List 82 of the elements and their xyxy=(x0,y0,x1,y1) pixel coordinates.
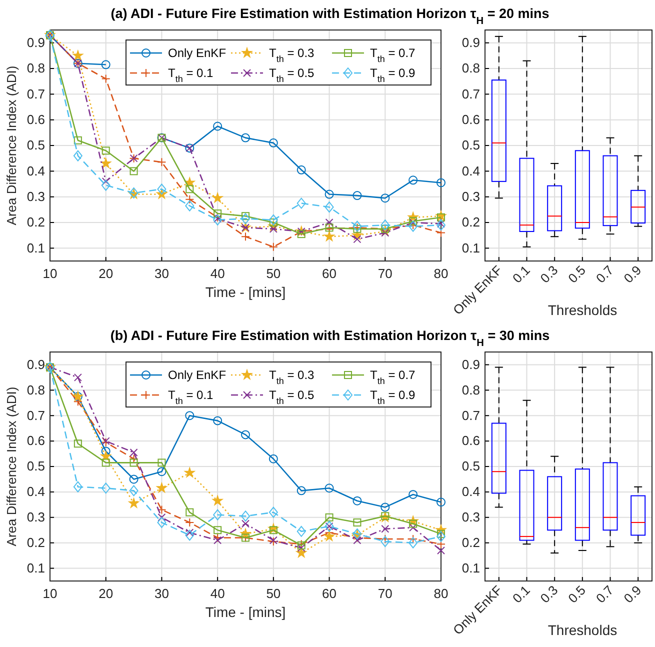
x-tick-label: 70 xyxy=(378,586,392,602)
x-tick-label: 40 xyxy=(210,266,225,282)
x-tick-label: 30 xyxy=(154,266,169,282)
y-tick-label: 0.6 xyxy=(462,433,480,448)
y-tick-label: 0.3 xyxy=(26,188,45,204)
x-tick-label: 80 xyxy=(434,266,448,282)
y-tick-label: 0.9 xyxy=(26,34,45,50)
legend-label: T$_{th}$ = 0.9 xyxy=(370,388,416,406)
y-tick-label: 0.2 xyxy=(462,214,480,230)
x-tick-label: 50 xyxy=(266,586,281,602)
y-tick-label: 0.4 xyxy=(462,163,480,178)
y-axis-title: Area Difference Index (ADI) xyxy=(4,66,19,226)
y-tick-label: 0.4 xyxy=(462,484,480,500)
chart-title: (a) ADI - Future Fire Estimation with Estimation Horizon τ$_{H}$ = 20 mins xyxy=(110,6,550,26)
y-tick-label: 0.8 xyxy=(26,60,45,76)
y-tick-label: 0.6 xyxy=(26,112,45,127)
x-tick-label: 30 xyxy=(154,586,169,602)
legend-label: T$_{th}$ = 0.3 xyxy=(269,46,315,64)
legend-label: T$_{th}$ = 0.9 xyxy=(370,66,416,84)
y-tick-label: 0.1 xyxy=(26,560,45,576)
y-tick-label: 0.6 xyxy=(462,112,480,127)
x-tick-label: 0.3 xyxy=(537,262,561,286)
legend-label: T$_{th}$ = 0.5 xyxy=(269,388,315,406)
y-tick-label: 0.3 xyxy=(462,510,480,525)
legend-label: T$_{th}$ = 0.7 xyxy=(370,368,416,386)
y-tick-label: 0.8 xyxy=(462,60,480,76)
x-tick-label: 20 xyxy=(98,266,114,282)
y-tick-label: 0.5 xyxy=(26,138,45,153)
x-tick-label: 0.1 xyxy=(509,582,533,606)
x-axis-title: Time - [mins] xyxy=(205,604,286,620)
y-tick-label: 0.7 xyxy=(462,408,480,423)
chart-title: (b) ADI - Future Fire Estimation with Estimation Horizon τ$_{H}$ = 30 mins xyxy=(110,328,550,348)
x-tick-label: 60 xyxy=(322,266,337,282)
legend-label: T$_{th}$ = 0.3 xyxy=(269,368,315,386)
y-tick-label: 0.7 xyxy=(26,86,45,102)
x-tick-label: 0.9 xyxy=(620,262,644,286)
x-tick-label: 0.5 xyxy=(565,262,589,286)
y-tick-label: 0.1 xyxy=(462,240,480,256)
y-tick-label: 0.3 xyxy=(26,510,45,525)
y-tick-label: 0.2 xyxy=(462,534,480,550)
y-tick-label: 0.2 xyxy=(26,534,45,550)
y-tick-label: 0.9 xyxy=(26,356,45,372)
y-tick-label: 0.2 xyxy=(26,214,45,230)
y-tick-label: 0.4 xyxy=(26,484,45,500)
y-tick-label: 0.8 xyxy=(26,382,45,398)
x-tick-label: 0.7 xyxy=(592,262,616,286)
x-axis-title: Thresholds xyxy=(548,622,618,638)
x-tick-label: 0.5 xyxy=(565,582,589,606)
y-tick-label: 0.4 xyxy=(26,163,45,178)
y-tick-label: 0.6 xyxy=(26,433,45,448)
x-tick-label: 0.3 xyxy=(537,582,561,606)
legend-label: Only EnKF xyxy=(168,46,226,60)
x-axis-title: Thresholds xyxy=(548,302,618,318)
x-tick-label: 50 xyxy=(266,266,281,282)
y-tick-label: 0.1 xyxy=(462,560,480,576)
y-tick-label: 0.9 xyxy=(462,356,480,372)
x-tick-label: 20 xyxy=(98,586,114,602)
legend-label: T$_{th}$ = 0.5 xyxy=(269,66,315,84)
y-tick-label: 0.5 xyxy=(26,458,45,474)
legend-label: T$_{th}$ = 0.1 xyxy=(168,388,214,406)
x-tick-label: 10 xyxy=(42,586,58,602)
x-tick-label: 0.7 xyxy=(592,582,616,606)
x-tick-label: 70 xyxy=(378,266,392,282)
y-tick-label: 0.7 xyxy=(462,86,480,102)
x-tick-label: 80 xyxy=(434,586,448,602)
y-axis-title: Area Difference Index (ADI) xyxy=(4,386,19,546)
legend-label: T$_{th}$ = 0.1 xyxy=(168,66,214,84)
y-tick-label: 0.9 xyxy=(462,34,480,50)
x-tick-label: 0.9 xyxy=(620,582,644,606)
y-tick-label: 0.8 xyxy=(462,382,480,398)
y-tick-label: 0.5 xyxy=(462,458,480,474)
legend-label: T$_{th}$ = 0.7 xyxy=(370,46,416,64)
y-tick-label: 0.5 xyxy=(462,138,480,153)
y-tick-label: 0.1 xyxy=(26,240,45,256)
y-tick-label: 0.3 xyxy=(462,188,480,204)
y-tick-label: 0.7 xyxy=(26,408,45,423)
x-tick-label: 60 xyxy=(322,586,337,602)
x-tick-label: 40 xyxy=(210,586,225,602)
x-tick-label: 10 xyxy=(42,266,58,282)
legend-label: Only EnKF xyxy=(168,368,226,382)
x-tick-label: 0.1 xyxy=(509,262,533,286)
x-axis-title: Time - [mins] xyxy=(205,284,286,300)
